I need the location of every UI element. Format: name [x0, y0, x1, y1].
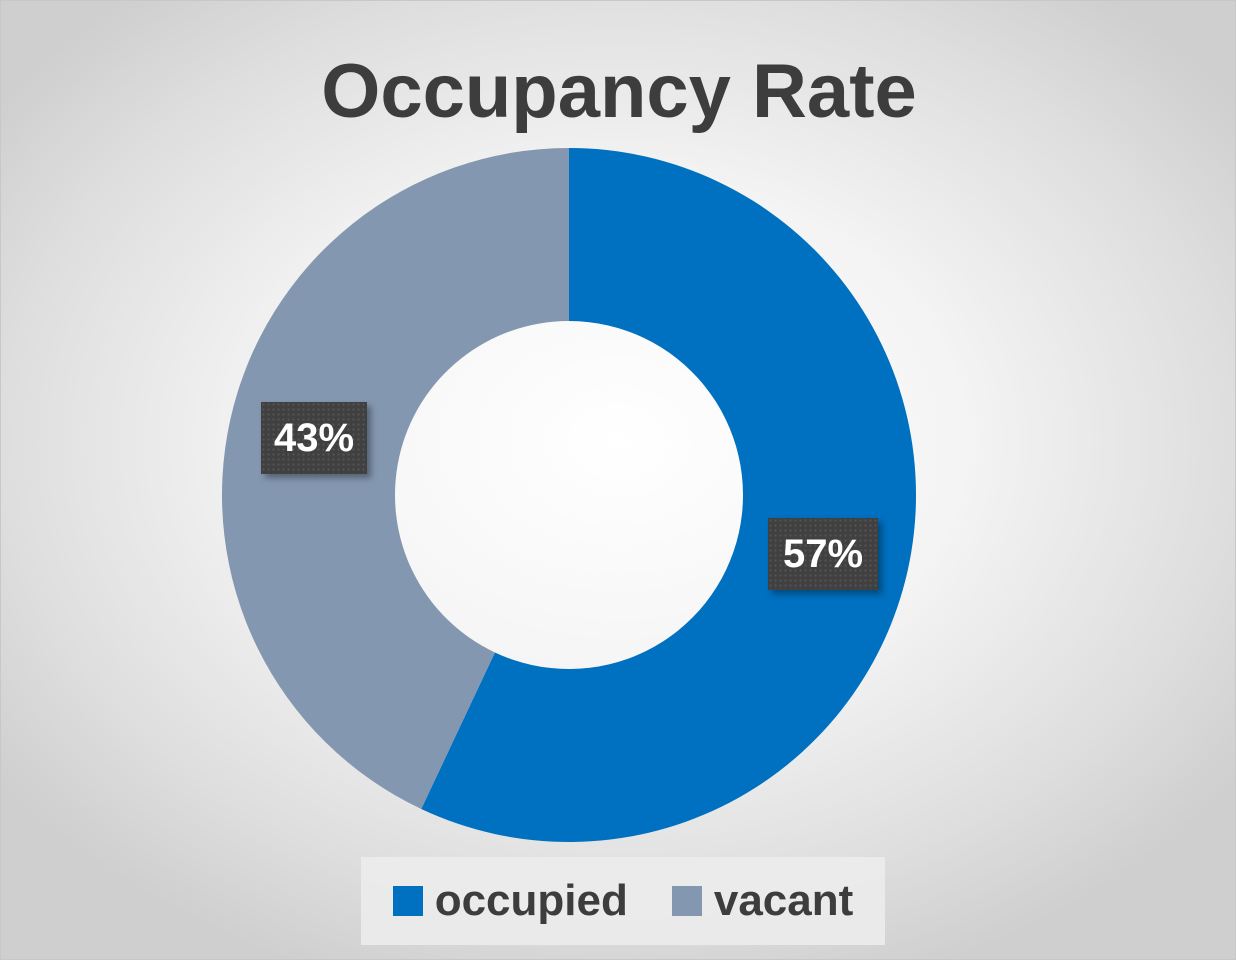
- legend-swatch-vacant: [671, 886, 702, 916]
- legend-item-vacant: vacant: [671, 876, 854, 926]
- legend-label-vacant: vacant: [713, 876, 854, 925]
- data-label-occupied: 57%: [768, 518, 878, 590]
- legend: occupied vacant: [361, 857, 885, 945]
- legend-item-occupied: occupied: [392, 876, 628, 926]
- legend-label-occupied: occupied: [434, 876, 628, 925]
- legend-swatch-occupied: [392, 886, 423, 916]
- chart-title: Occupancy Rate: [321, 49, 917, 134]
- slice-vacant: [221, 147, 570, 809]
- data-label-vacant: 43%: [261, 402, 367, 474]
- slice-occupied: [421, 148, 916, 843]
